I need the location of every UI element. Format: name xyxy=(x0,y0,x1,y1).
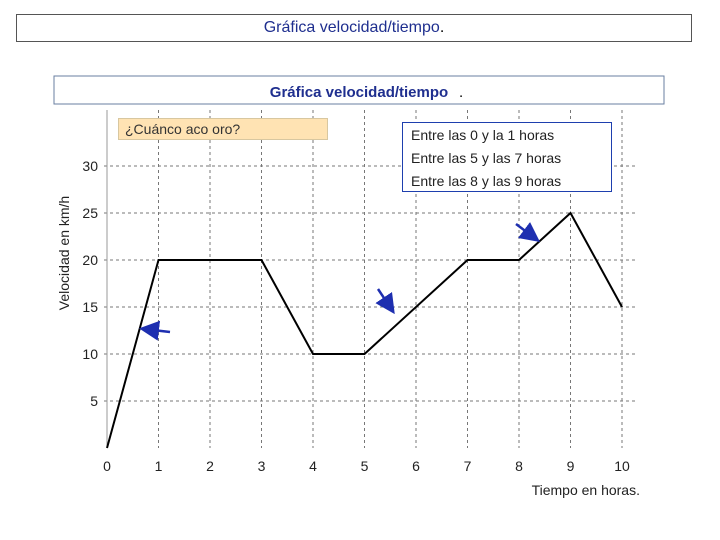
x-tick-label: 4 xyxy=(309,458,317,474)
slide-title-period: . xyxy=(439,19,445,36)
answer-item: Entre las 0 y la 1 horas xyxy=(411,127,555,143)
x-tick-label: 5 xyxy=(361,458,369,474)
chart-title-period: . xyxy=(459,84,463,101)
x-tick-label: 1 xyxy=(155,458,163,474)
series-line xyxy=(106,211,623,449)
slide-title-text: Gráfica velocidad/tiempo xyxy=(263,19,440,36)
y-tick-label: 25 xyxy=(82,205,98,221)
question-text: ¿Cuánco aco oro? xyxy=(125,121,241,137)
y-axis-label: Velocidad en km/h xyxy=(56,196,72,310)
chart-title-box xyxy=(53,75,665,105)
x-tick-label: 8 xyxy=(515,458,523,474)
answer-box: Entre las 0 y la 1 horas Entre las 5 y l… xyxy=(402,122,612,192)
y-tick-label: 20 xyxy=(82,252,98,268)
x-tick-label: 9 xyxy=(567,458,575,474)
x-tick-label: 2 xyxy=(206,458,214,474)
x-tick-label: 7 xyxy=(464,458,472,474)
arrow-icon xyxy=(515,222,540,242)
arrow-icon xyxy=(375,288,395,315)
y-tick-label: 5 xyxy=(90,393,98,409)
x-axis-label: Tiempo en horas. xyxy=(532,482,640,498)
x-tick-label: 0 xyxy=(103,458,111,474)
x-tick-label: 3 xyxy=(258,458,266,474)
answer-item: Entre las 8 y las 9 horas xyxy=(411,173,562,189)
answer-item: Entre las 5 y las 7 horas xyxy=(411,150,562,166)
y-tick-label: 10 xyxy=(82,346,98,362)
y-tick-label: 30 xyxy=(82,158,98,174)
arrow-icon xyxy=(139,320,171,341)
x-tick-label: 10 xyxy=(614,458,630,474)
chart-title: Gráfica velocidad/tiempo xyxy=(270,84,448,101)
question-box: ¿Cuánco aco oro? xyxy=(118,118,328,140)
y-tick-label: 15 xyxy=(82,299,98,315)
slide-title: Gráfica velocidad/tiempo. xyxy=(16,14,692,42)
x-tick-label: 6 xyxy=(412,458,420,474)
